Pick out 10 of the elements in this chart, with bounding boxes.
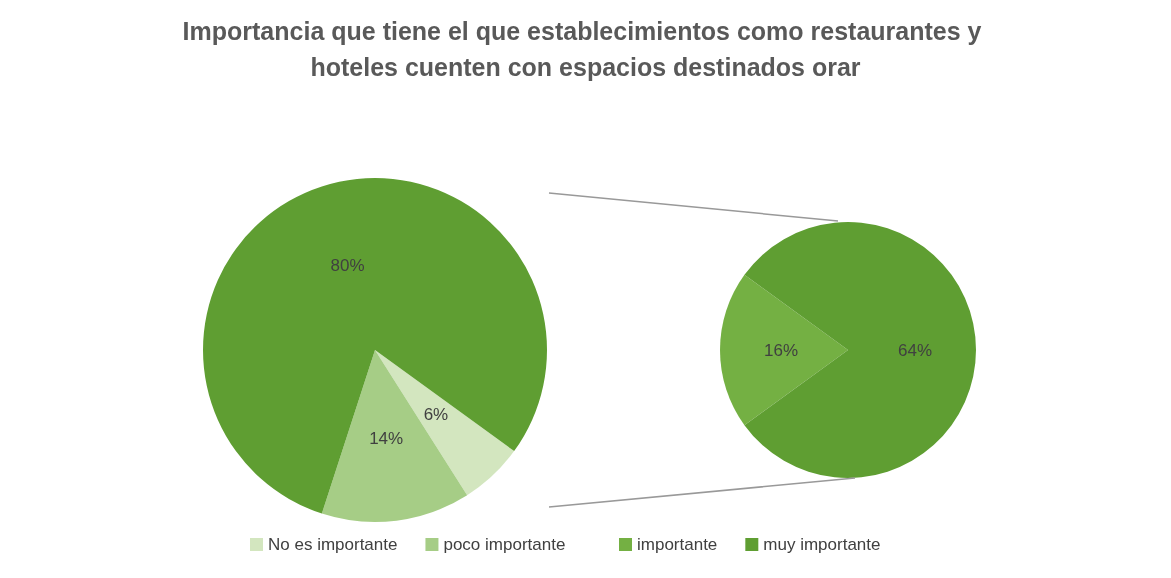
- legend-label: No es importante: [268, 535, 398, 554]
- data-label: 64%: [897, 340, 933, 360]
- data-label: 14%: [369, 428, 404, 448]
- legend-label: importante: [637, 535, 718, 554]
- chart-title: Importancia que tiene el que establecimientos como restaurantes y hoteles cuenten con espacios destinados orar: [182, 17, 989, 81]
- data-label: 16%: [763, 340, 799, 360]
- legend-label: poco importante: [443, 535, 566, 554]
- legend-label: muy importante: [763, 535, 881, 554]
- data-label: 80%: [330, 255, 365, 275]
- data-label: 6%: [423, 405, 449, 425]
